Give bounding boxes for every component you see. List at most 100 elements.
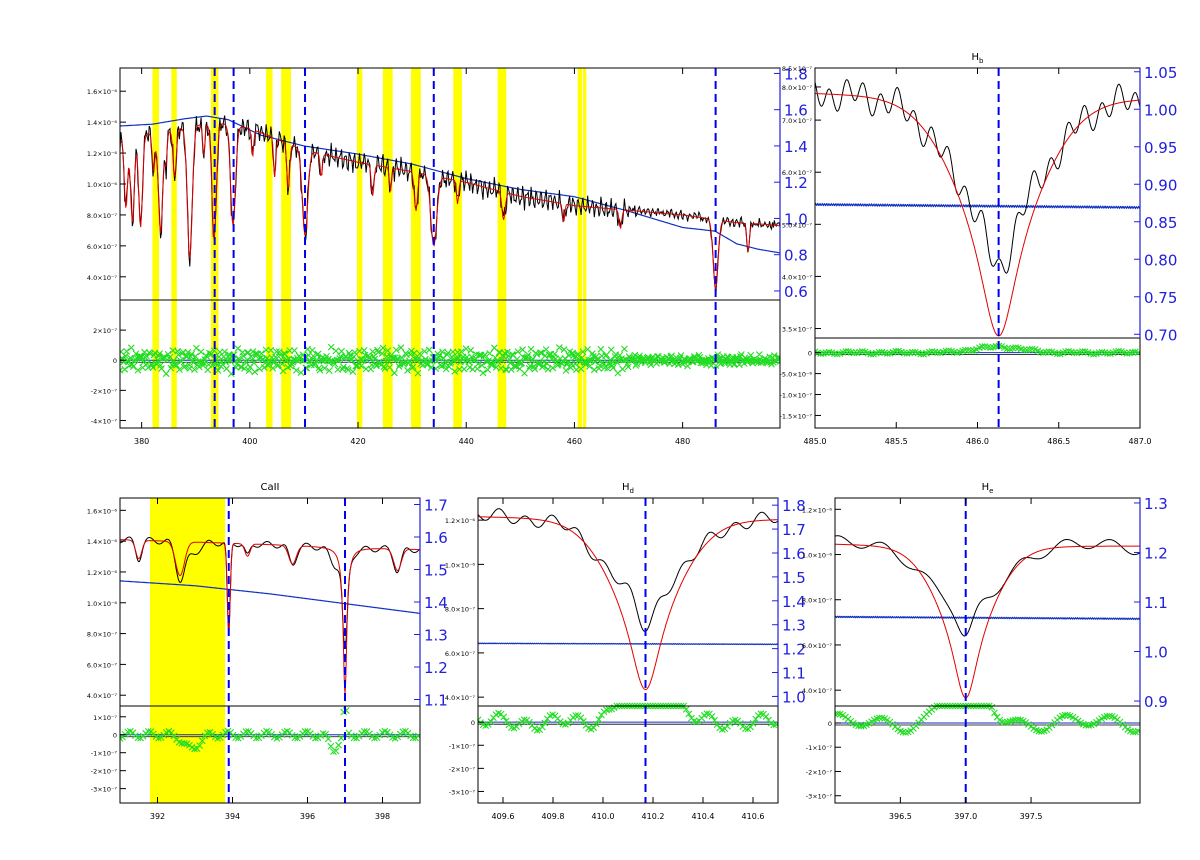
resid-tick-label-0: 0 [808,350,812,358]
y2-tick-label-4: 1.4 [782,593,806,611]
x-tick-label-5: 410.6 [742,812,765,821]
y2-tick-label-0: 0.70 [1144,326,1177,344]
y2-tick-label-0: 1.1 [424,692,448,710]
y2-tick-label-4: 1.5 [424,562,448,580]
y2-tick-label-3: 1.2 [784,174,808,192]
y-tick-label-5: 1.4×10⁻⁶ [87,538,117,546]
y-tick-label-6: 1.6×10⁻⁶ [87,507,117,515]
x-tick-label-3: 440 [459,437,474,446]
panel-title: Hb [972,52,985,65]
model-series [478,516,778,690]
y2-tick-label-1: 0.8 [784,247,808,265]
y-tick-label-1: 4.0×10⁻⁷ [782,273,812,281]
y2-tick-label-2: 1.2 [782,641,806,659]
mask-region-1 [171,68,177,428]
y-tick-label-4: 1.2×10⁻⁶ [87,150,117,158]
continuum-series [120,580,420,614]
panel-title: CaII [260,482,279,493]
resid-tick-label-3: 2×10⁻⁷ [93,327,117,335]
x-tick-label-2: 420 [350,437,365,446]
y2-tick-label-5: 1.6 [784,102,808,120]
model-series [835,543,1140,699]
continuum-series [835,615,1140,621]
y2-tick-label-5: 1.6 [424,529,448,547]
y2-tick-label-2: 1.1 [1144,594,1168,612]
panel-title-sub: e [989,487,993,495]
x-tick-label-3: 486.5 [1047,437,1070,446]
resid-tick-label-0: 0 [471,719,475,727]
x-tick-label-4: 410.4 [692,812,715,821]
continuum-series [478,642,778,646]
y2-tick-label-7: 1.7 [782,521,806,539]
resid-tick-label-3: -3×10⁻⁷ [449,788,476,796]
panel-title-sub: b [979,57,984,65]
y2-tick-label-8: 1.8 [782,497,806,515]
y2-tick-label-1: 1.1 [782,665,806,683]
resid-tick-label-0: 0 [828,720,832,728]
y-tick-label-0: 4.0×10⁻⁷ [87,692,117,700]
plot-area [478,508,778,734]
residual-frame [119,299,781,429]
resid-tick-label-2: -1×10⁻⁷ [91,750,118,758]
y2-tick-label-0: 0.9 [1144,693,1168,711]
x-tick-label-5: 480 [675,437,690,446]
residual-series [120,343,780,378]
y-tick-label-1: 6.0×10⁻⁷ [445,650,475,658]
y-tick-label-3: 6.0×10⁻⁷ [782,169,812,177]
y2-tick-label-6: 1.6 [782,545,806,563]
y2-tick-label-3: 1.2 [1144,544,1168,562]
panel-caii: 392 394 396 398 4.0×10⁻⁷ 6.0×10⁻⁷ 8.0×10⁻⁷ 1.0×… [87,482,448,821]
observed-series [835,535,1140,637]
y-tick-label-3: 1.0×10⁻⁶ [445,561,475,569]
resid-tick-label-2: -2×10⁻⁷ [806,768,833,776]
continuum-series [815,202,1140,210]
y2-tick-label-1: 1.0 [1144,644,1168,662]
model-series [120,123,780,291]
y-tick-label-0: 4.0×10⁻⁷ [445,694,475,702]
mask-region-8 [453,68,462,428]
y2-tick-label-2: 1.0 [784,210,808,228]
x-tick-label-0: 380 [134,437,149,446]
y2-tick-label-2: 0.80 [1144,251,1177,269]
panel-he: 396.5 397.0 397.5 4.0×10⁻⁷ 6.0×10⁻⁷ 8.0×10⁻⁷ 1… [802,482,1168,821]
y-tick-label-0: 4.0×10⁻⁷ [802,687,832,695]
resid-tick-label-1: -2×10⁻⁷ [91,387,118,395]
x-tick-label-1: 400 [242,437,257,446]
resid-tick-label-1: -1×10⁻⁷ [806,744,833,752]
resid-tick-label-2: -2×10⁻⁷ [449,765,476,773]
continuum-series [120,115,780,254]
y2-tick-label-4: 0.90 [1144,176,1177,194]
y-tick-label-4: 1.2×10⁻⁶ [87,569,117,577]
y-tick-label-4: 1.2×10⁻⁶ [445,517,475,525]
y2-tick-label-0: 1.0 [782,688,806,706]
y-tick-label-0: 3.5×10⁻⁷ [782,326,812,334]
y-tick-label-3: 1.0×10⁻⁶ [87,181,117,189]
y2-tick-label-5: 1.5 [782,569,806,587]
y2-tick-label-4: 1.4 [784,138,808,156]
x-tick-label-3: 398 [375,812,390,821]
model-series [815,93,1140,337]
x-tick-label-1: 485.5 [885,437,908,446]
resid-tick-label-2: 0 [113,357,117,365]
y2-tick-label-6: 1.8 [784,65,808,83]
panel-hd: 409.6 409.8 410.0 410.2 410.4 410.6 4.0×10⁻⁷ 6.… [445,482,806,821]
x-tick-label-0: 409.6 [492,812,515,821]
y-tick-label-4: 1.2×10⁻⁶ [802,506,832,514]
panel-hb: 485.0 485.5 486.0 486.5 487.0 3.5×10⁻⁷ 4.0×10⁻… [780,52,1178,446]
model-series [120,539,420,694]
y-tick-label-2: 5.0×10⁻⁷ [782,221,812,229]
resid-tick-label-0: -4×10⁻⁷ [91,417,118,425]
y-tick-label-2: 8.0×10⁻⁷ [445,606,475,614]
panel-title-main: H [622,482,630,493]
panel-title: He [982,482,994,495]
y2-tick-label-5: 0.95 [1144,139,1177,157]
x-tick-label-2: 397.5 [1020,812,1043,821]
residual-markers [120,343,780,378]
mask-region-10 [577,68,582,428]
mask-region-2 [210,68,219,428]
x-tick-label-3: 410.2 [642,812,665,821]
mask-region-7 [411,68,421,428]
mask-region-3 [266,68,273,428]
y-tick-label-1: 6.0×10⁻⁷ [87,243,117,251]
panel-title: Hd [622,482,634,495]
